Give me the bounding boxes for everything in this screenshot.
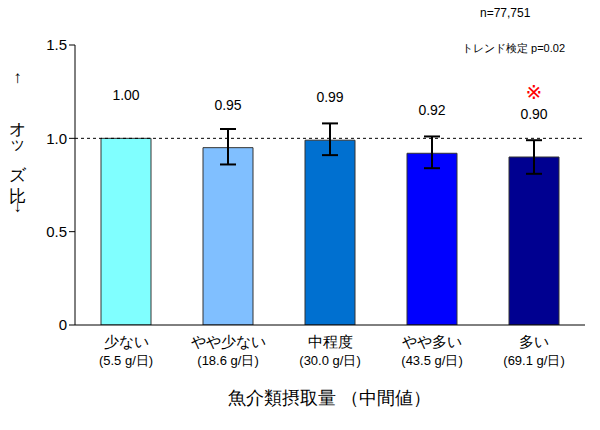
svg-text:(43.5 g/日): (43.5 g/日) — [401, 353, 462, 368]
svg-text:0.90: 0.90 — [520, 106, 547, 122]
svg-text:(5.5 g/日): (5.5 g/日) — [99, 353, 153, 368]
html-text:魚介類摂取量 （中間値）: 魚介類摂取量 （中間値） — [228, 388, 432, 408]
svg-text:0.99: 0.99 — [316, 89, 343, 105]
svg-text:1.00: 1.00 — [112, 87, 139, 103]
html-text:n=77,751: n=77,751 — [480, 6, 531, 20]
svg-text:0: 0 — [59, 316, 67, 333]
svg-text:やや多い: やや多い — [402, 333, 462, 350]
svg-text:(30.0 g/日): (30.0 g/日) — [299, 353, 360, 368]
svg-text:0.95: 0.95 — [214, 97, 241, 113]
svg-text:中程度: 中程度 — [308, 333, 353, 350]
svg-text:1.0: 1.0 — [46, 130, 67, 147]
html-text:トレンド検定 p=0.02: トレンド検定 p=0.02 — [462, 42, 565, 54]
svg-text:やや少ない: やや少ない — [191, 333, 266, 350]
svg-text:(69.1 g/日): (69.1 g/日) — [503, 353, 564, 368]
svg-text:1.5: 1.5 — [46, 36, 67, 53]
html-text:↑ オッズ比 ↓: ↑ オッズ比 ↓ — [8, 68, 27, 218]
svg-text:0.92: 0.92 — [418, 102, 445, 118]
svg-text:少ない: 少ない — [104, 333, 149, 350]
svg-text:(18.6 g/日): (18.6 g/日) — [197, 353, 258, 368]
svg-text:多い: 多い — [519, 333, 549, 350]
svg-text:0.5: 0.5 — [46, 223, 67, 240]
svg-text:※: ※ — [526, 81, 543, 103]
